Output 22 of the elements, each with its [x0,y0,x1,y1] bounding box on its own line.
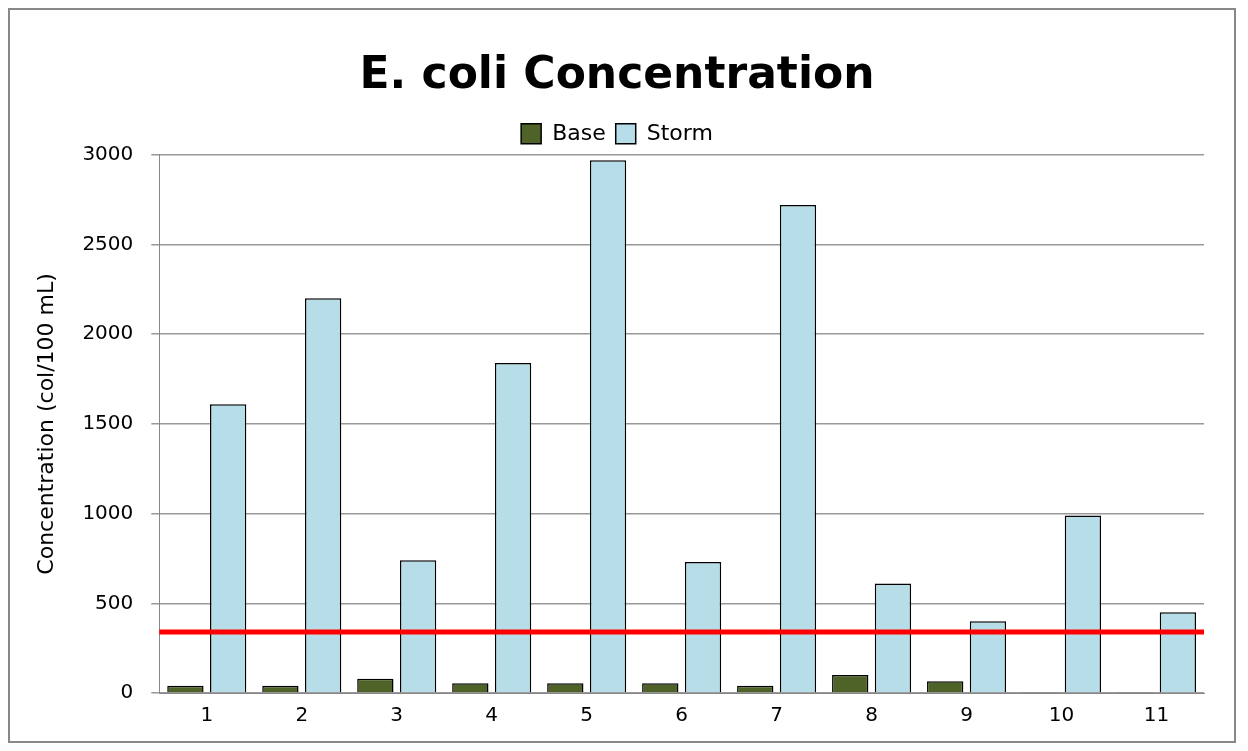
y-tick-label: 0 [120,679,134,704]
y-tick-label: 500 [95,589,134,614]
y-axis-title: Concentration (col/100 mL) [32,273,58,575]
x-tick-label: 2 [295,702,309,727]
y-tick-label: 2000 [82,320,134,345]
y-tick-label: 3000 [82,141,134,165]
x-tick-label: 8 [865,702,878,727]
chart-title: E. coli Concentration [359,46,875,98]
legend-label: Base [552,119,606,145]
x-tick-label: 3 [390,702,404,727]
x-tick-label: 10 [1048,702,1075,727]
legend-label: Storm [646,119,713,145]
x-tick-label: 9 [960,702,973,727]
x-tick-label: 6 [675,702,689,727]
x-tick-label: 5 [580,702,594,727]
y-tick-label: 2500 [82,230,134,255]
x-tick-label: 7 [770,702,783,727]
y-tick-label: 1000 [82,499,134,524]
x-tick-label: 1 [200,702,214,727]
x-tick-label: 4 [485,702,499,727]
x-tick-label: 11 [1143,702,1170,727]
y-tick-label: 1500 [82,410,134,435]
